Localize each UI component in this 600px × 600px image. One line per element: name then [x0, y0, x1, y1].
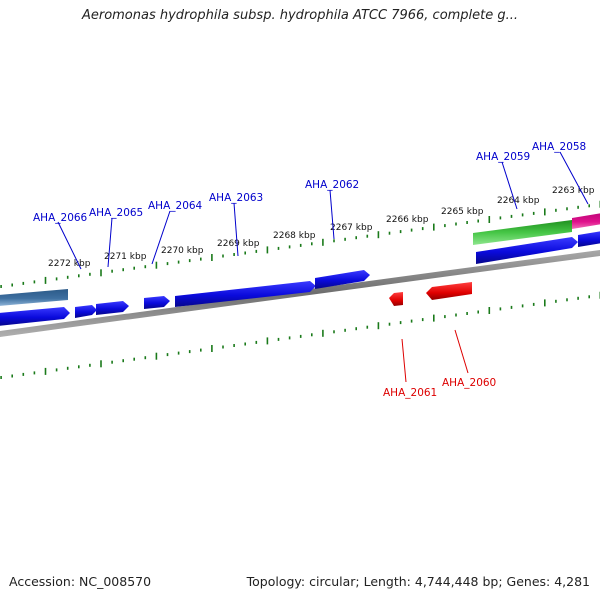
gene-label-aha-2062[interactable]: AHA_2062	[305, 179, 359, 191]
gene-feature-blue-edge[interactable]	[578, 231, 600, 247]
scale-labels: 2272 kbp 2271 kbp 2270 kbp 2269 kbp 2268 kbp…	[48, 186, 595, 269]
gene-feature-aha-2061[interactable]	[389, 292, 403, 306]
gene-label-aha-2063[interactable]: AHA_2063	[209, 192, 263, 204]
gene-feature-aha-2065[interactable]	[96, 301, 129, 315]
gene-feature-aha-2066[interactable]	[0, 289, 68, 306]
forward-strand-genes	[0, 213, 600, 315]
gene-feature-aha-2060[interactable]	[426, 282, 472, 300]
reverse-strand-genes	[389, 282, 472, 306]
reverse-blue-genes	[0, 231, 600, 326]
scale-label: 2268 kbp	[273, 231, 316, 241]
scale-label: 2264 kbp	[497, 196, 540, 206]
leader-line-aha-2062	[329, 189, 335, 240]
leader-line-aha-2063	[233, 202, 239, 257]
gene-feature-blue-small[interactable]	[75, 305, 97, 318]
leader-line-aha-2060	[454, 329, 469, 374]
leader-line-aha-2065	[107, 217, 113, 268]
gene-labels-bottom: AHA_2061 AHA_2060	[383, 329, 496, 399]
leader-line-aha-2066	[57, 221, 82, 270]
gene-feature-aha-2059[interactable]	[473, 220, 572, 245]
accession-text: Accession: NC_008570	[9, 574, 152, 589]
scale-label: 2263 kbp	[552, 186, 595, 196]
leader-line-aha-2061	[401, 338, 407, 383]
gene-label-aha-2059[interactable]: AHA_2059	[476, 151, 530, 163]
gene-label-aha-2060[interactable]: AHA_2060	[442, 377, 496, 389]
gene-label-aha-2061[interactable]: AHA_2061	[383, 387, 437, 399]
scale-label: 2269 kbp	[217, 239, 260, 249]
gene-label-aha-2064[interactable]: AHA_2064	[148, 200, 203, 212]
genome-backbone	[0, 250, 600, 337]
tick-row-top	[0, 200, 600, 288]
leader-line-aha-2058	[559, 151, 589, 205]
scale-label: 2270 kbp	[161, 246, 204, 256]
leader-line-aha-2059	[501, 161, 518, 210]
scale-label: 2267 kbp	[330, 223, 373, 233]
scale-label: 2272 kbp	[48, 259, 91, 269]
scale-label: 2266 kbp	[386, 215, 429, 225]
scale-label: 2271 kbp	[104, 252, 147, 262]
topology-summary: Topology: circular; Length: 4,744,448 bp…	[246, 574, 590, 589]
scale-label: 2265 kbp	[441, 207, 484, 217]
gene-label-aha-2065[interactable]: AHA_2065	[89, 207, 143, 219]
gene-label-aha-2066[interactable]: AHA_2066	[33, 212, 88, 224]
gene-feature-blue-left[interactable]	[0, 307, 70, 326]
gene-feature-aha-2063[interactable]	[175, 281, 316, 307]
gene-label-aha-2058[interactable]: AHA_2058	[532, 141, 586, 153]
tick-row-bottom	[0, 291, 600, 379]
gene-feature-aha-2062[interactable]	[315, 270, 370, 289]
gene-feature-aha-2064[interactable]	[144, 296, 170, 309]
gene-labels-top: AHA_2066 AHA_2065 AHA_2064 AHA_2063 AHA_…	[33, 141, 589, 270]
gene-feature-blue-right[interactable]	[476, 237, 578, 264]
leader-line-aha-2064	[151, 210, 171, 265]
gene-feature-aha-2058[interactable]	[572, 213, 600, 229]
map-title: Aeromonas hydrophila subsp. hydrophila A…	[81, 8, 519, 23]
